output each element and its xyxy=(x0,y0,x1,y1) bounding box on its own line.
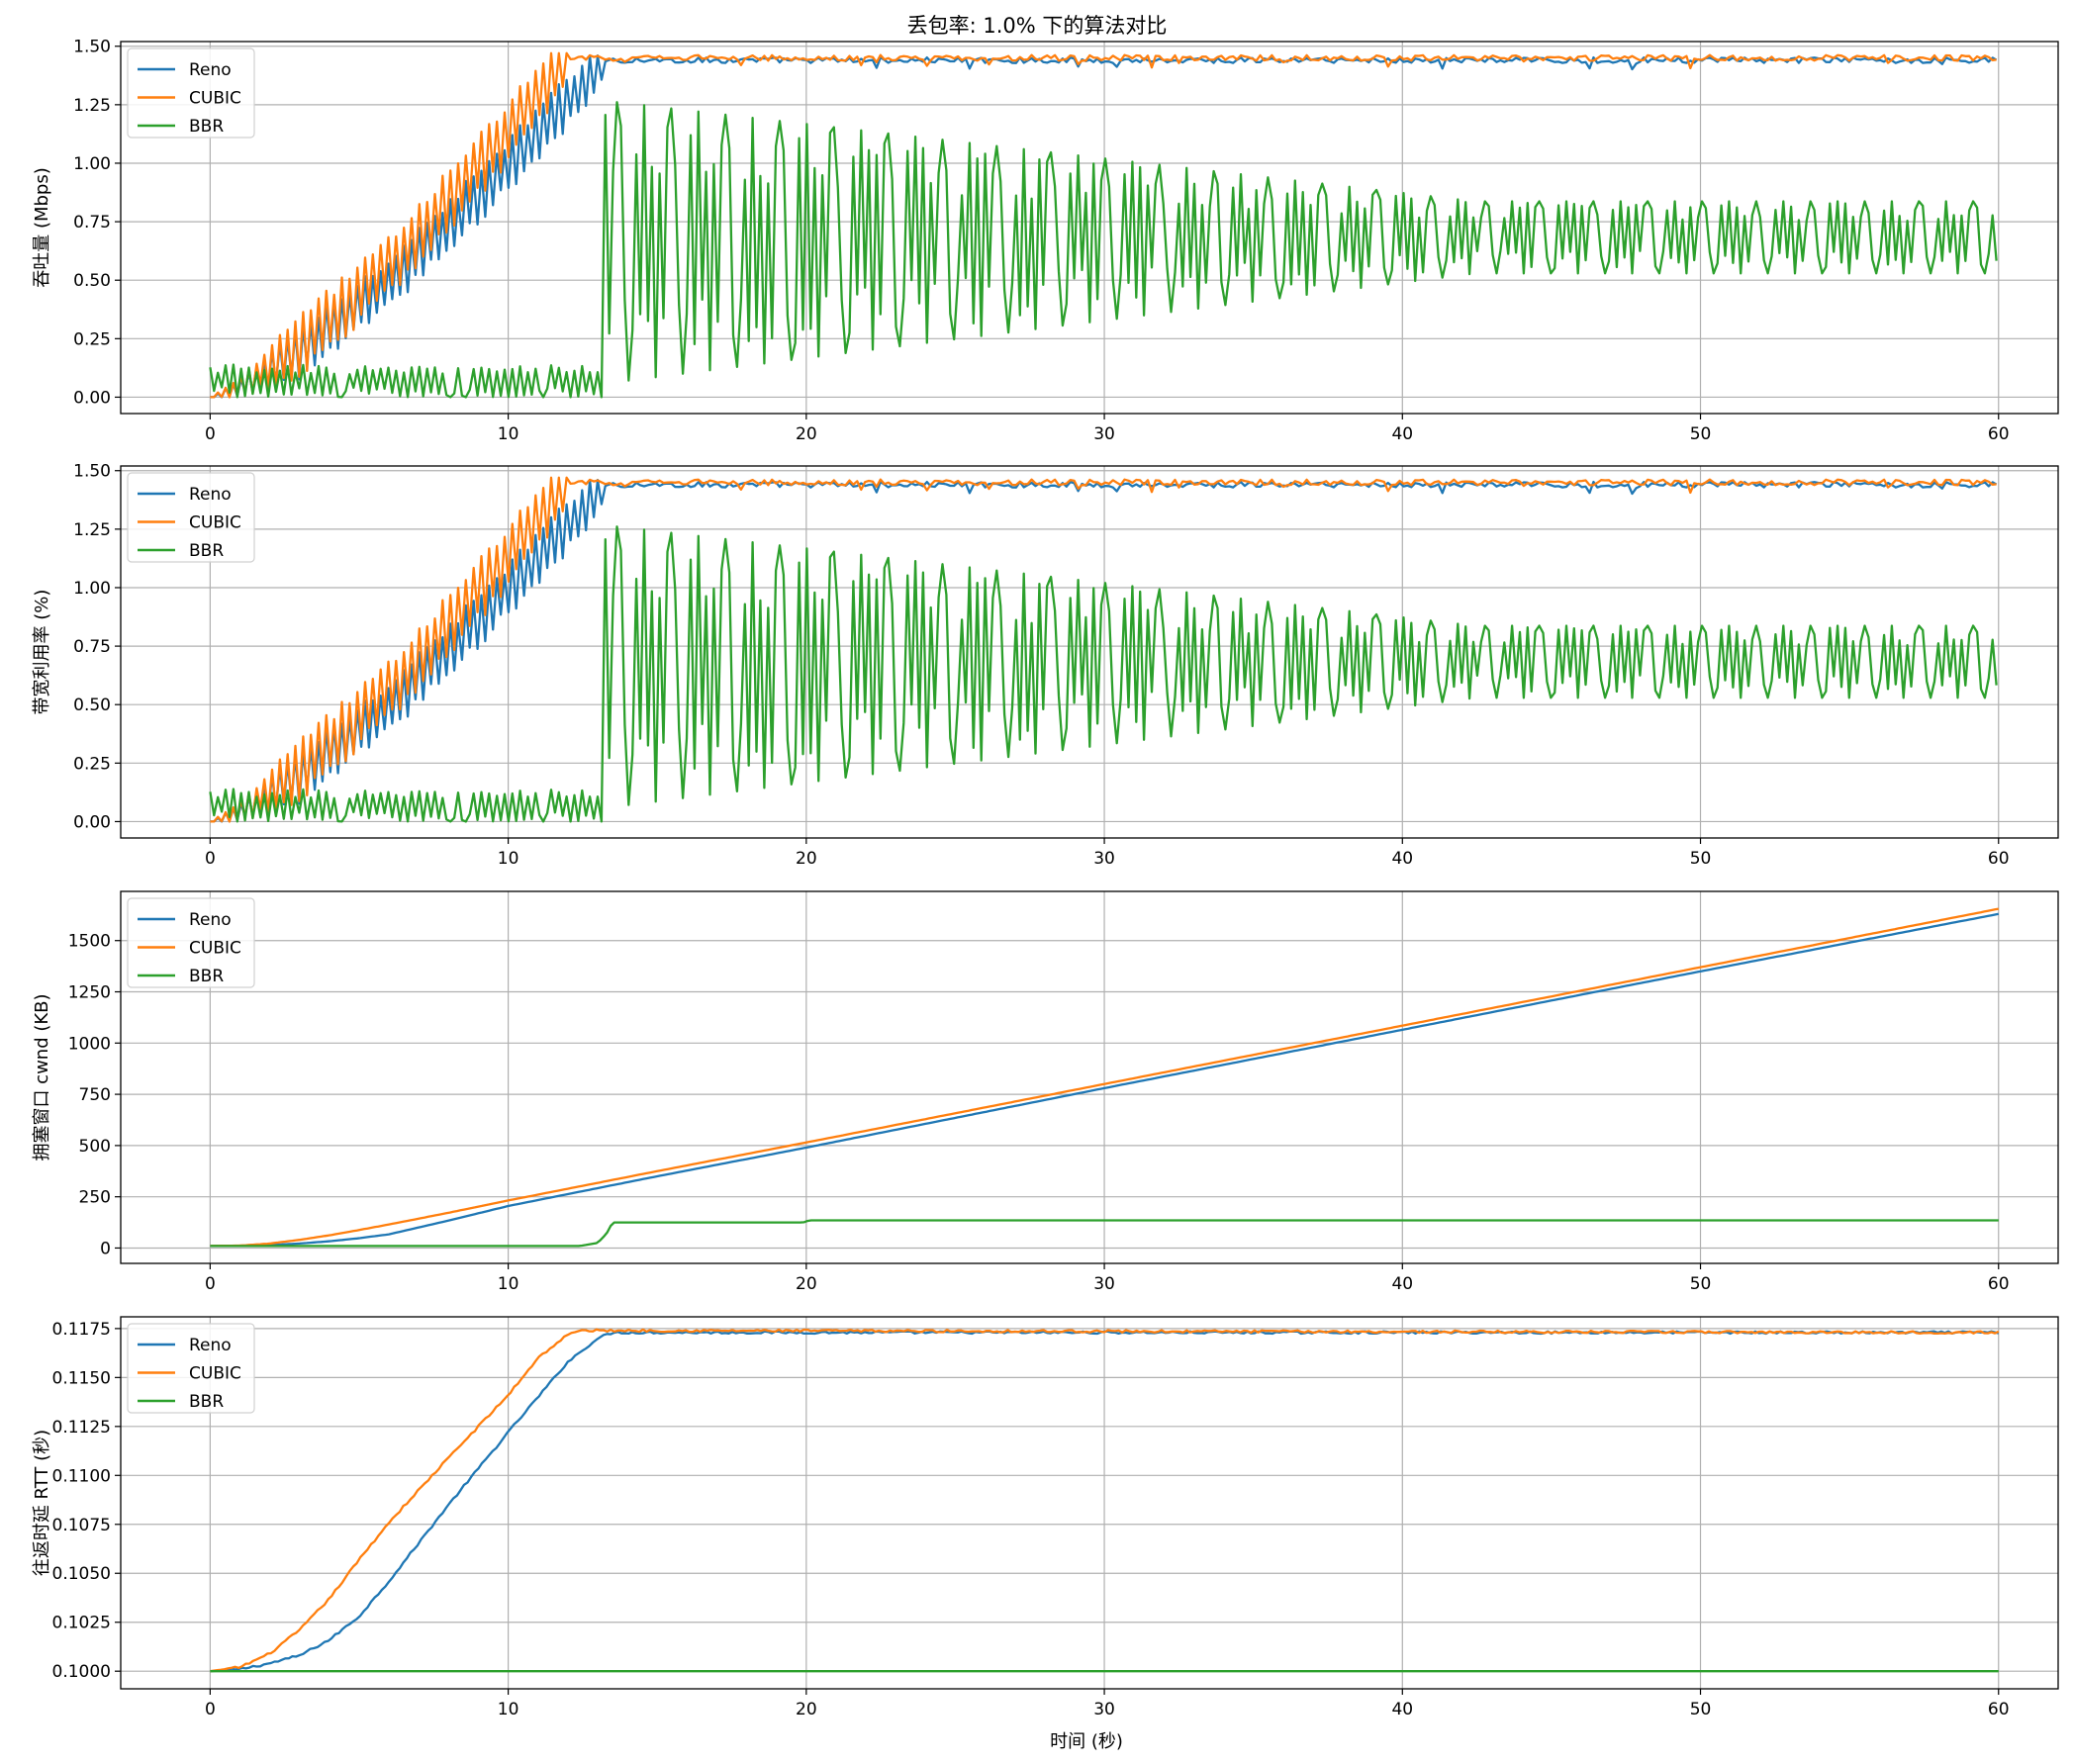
legend: Reno CUBIC BBR xyxy=(127,472,255,563)
y-axis-label: 吞吐量 (Mbps) xyxy=(32,167,52,288)
x-tick-label: 10 xyxy=(498,1700,519,1719)
legend-entry: Reno xyxy=(189,910,232,930)
x-tick-label: 60 xyxy=(1988,1274,2010,1294)
x-tick-label: 20 xyxy=(796,849,817,869)
y-tick-label: 0.00 xyxy=(73,812,111,832)
y-tick-label: 0.25 xyxy=(73,329,111,349)
legend: Reno CUBIC BBR xyxy=(127,897,255,988)
y-tick-label: 0.1125 xyxy=(52,1418,111,1438)
y-tick-label: 0.75 xyxy=(73,213,111,232)
panel-2: 0 10 20 30 40 50 60 0.00 0.25 0.50 0.75 1.00 1.25 1.5… xyxy=(32,462,2059,869)
x-tick-label: 50 xyxy=(1690,1274,1712,1294)
y-tick-label: 1500 xyxy=(68,932,111,952)
y-tick-label: 1.00 xyxy=(73,579,111,599)
x-tick-label: 40 xyxy=(1391,849,1413,869)
y-axis-label: 带宽利用率 (%) xyxy=(32,590,52,715)
y-tick-label: 250 xyxy=(79,1188,111,1208)
y-tick-label: 1.50 xyxy=(73,462,111,482)
x-tick-label: 30 xyxy=(1093,1700,1115,1719)
x-tick-label: 30 xyxy=(1093,1274,1115,1294)
y-tick-label: 0.1000 xyxy=(52,1662,111,1682)
x-tick-label: 10 xyxy=(498,424,519,444)
legend-entry: CUBIC xyxy=(189,89,241,109)
legend-entry: CUBIC xyxy=(189,513,241,533)
x-tick-label: 40 xyxy=(1391,424,1413,444)
y-tick-label: 1.00 xyxy=(73,154,111,174)
legend: Reno CUBIC BBR xyxy=(127,1323,255,1414)
series-line-cubic xyxy=(210,51,1997,399)
legend-entry: Reno xyxy=(189,1336,232,1355)
y-tick-label: 0.1075 xyxy=(52,1516,111,1535)
legend-entry: BBR xyxy=(189,1392,224,1412)
y-axis-label: 往返时延 RTT (秒) xyxy=(32,1430,52,1576)
y-tick-label: 1000 xyxy=(68,1034,111,1054)
legend-entry: Reno xyxy=(189,485,232,505)
x-tick-label: 0 xyxy=(205,849,216,869)
series-line-cubic xyxy=(210,476,1997,823)
x-tick-label: 60 xyxy=(1988,424,2010,444)
legend: Reno CUBIC BBR xyxy=(127,47,255,139)
y-tick-label: 0.50 xyxy=(73,271,111,291)
y-tick-label: 0.75 xyxy=(73,637,111,657)
y-tick-label: 0.1175 xyxy=(52,1320,111,1340)
axes-frame xyxy=(120,41,2059,415)
legend-entry: CUBIC xyxy=(189,939,241,959)
axes-frame xyxy=(120,890,2059,1264)
axes-frame xyxy=(120,1316,2059,1690)
legend-entry: CUBIC xyxy=(189,1364,241,1384)
series-line-reno xyxy=(210,54,1998,399)
figure-title: 丢包率: 1.0% 下的算法对比 xyxy=(907,14,1168,38)
x-axis-label: 时间 (秒) xyxy=(1050,1731,1123,1752)
x-tick-label: 30 xyxy=(1093,849,1115,869)
legend-entry: Reno xyxy=(189,60,232,80)
panel-4: 0 10 20 30 40 50 60 0.1000 0.1025 0.1050 0.1075 0.1… xyxy=(32,1316,2059,1719)
y-tick-label: 0.00 xyxy=(73,388,111,408)
legend-entry: BBR xyxy=(189,117,224,137)
y-tick-label: 1250 xyxy=(68,983,111,1003)
series-line-cubic xyxy=(210,1328,2000,1673)
y-tick-label: 500 xyxy=(79,1137,111,1157)
y-tick-label: 0.1100 xyxy=(52,1466,111,1486)
series-line-reno xyxy=(210,479,1998,823)
panel-3: 0 10 20 30 40 50 60 0 250 500 750 1000 1250 1500 拥塞窗口 … xyxy=(32,890,2059,1294)
legend-entry: BBR xyxy=(189,967,224,986)
series-line-cubic xyxy=(210,907,2000,1248)
series-line-reno xyxy=(210,912,2000,1248)
y-tick-label: 1.25 xyxy=(73,520,111,540)
x-tick-label: 10 xyxy=(498,1274,519,1294)
y-tick-label: 0.1150 xyxy=(52,1368,111,1388)
y-tick-label: 750 xyxy=(79,1085,111,1105)
y-tick-label: 0.50 xyxy=(73,696,111,715)
x-tick-label: 50 xyxy=(1690,1700,1712,1719)
series-line-bbr xyxy=(209,525,1998,823)
y-axis-label: 拥塞窗口 cwnd (KB) xyxy=(32,993,52,1161)
x-tick-label: 40 xyxy=(1391,1700,1413,1719)
x-tick-label: 60 xyxy=(1988,849,2010,869)
y-tick-label: 0.25 xyxy=(73,754,111,774)
x-tick-label: 20 xyxy=(796,1700,817,1719)
x-tick-label: 20 xyxy=(796,1274,817,1294)
series-line-bbr xyxy=(209,101,1998,399)
y-tick-label: 1.50 xyxy=(73,38,111,57)
x-tick-label: 50 xyxy=(1690,849,1712,869)
y-tick-label: 0.1025 xyxy=(52,1614,111,1633)
x-tick-label: 30 xyxy=(1093,424,1115,444)
x-tick-label: 0 xyxy=(205,1700,216,1719)
x-tick-label: 40 xyxy=(1391,1274,1413,1294)
y-tick-label: 0 xyxy=(100,1239,111,1258)
panel-1: 0 10 20 30 40 50 60 0.00 0.25 0.50 0.75 1.00 1.25 1.5… xyxy=(32,38,2059,444)
legend-entry: BBR xyxy=(189,541,224,561)
axes-frame xyxy=(120,465,2059,839)
y-tick-label: 0.1050 xyxy=(52,1564,111,1584)
x-tick-label: 50 xyxy=(1690,424,1712,444)
x-tick-label: 0 xyxy=(205,424,216,444)
y-tick-label: 1.25 xyxy=(73,96,111,116)
x-tick-label: 0 xyxy=(205,1274,216,1294)
series-line-bbr xyxy=(210,1219,1999,1248)
x-tick-label: 60 xyxy=(1988,1700,2010,1719)
x-tick-label: 20 xyxy=(796,424,817,444)
x-tick-label: 10 xyxy=(498,849,519,869)
